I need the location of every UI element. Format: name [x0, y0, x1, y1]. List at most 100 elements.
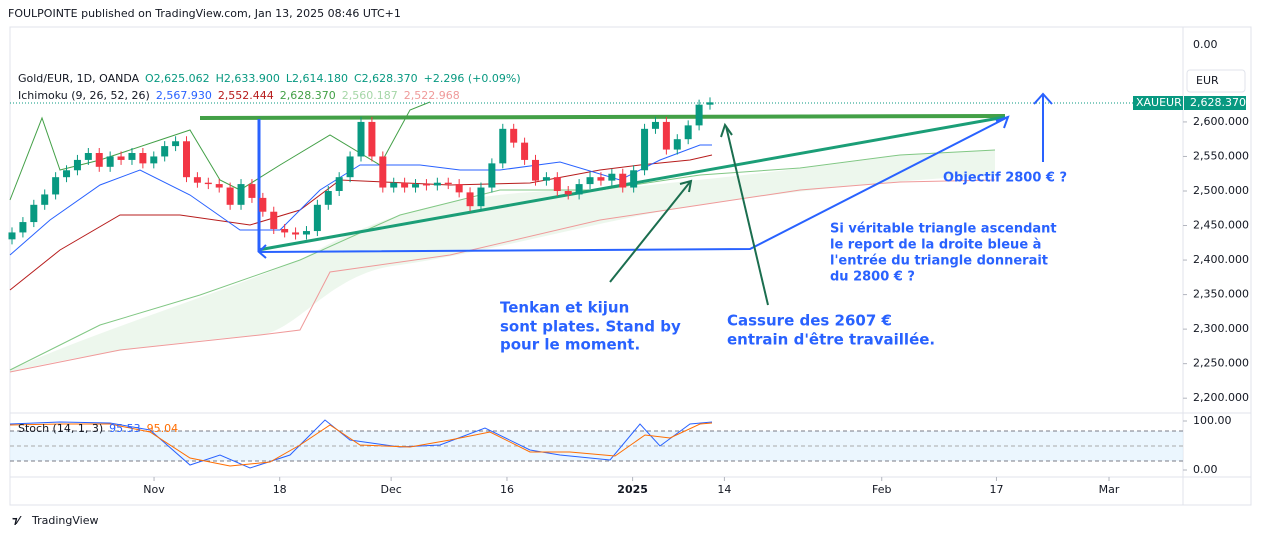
y-tick-label: 2,250.000	[1193, 357, 1249, 370]
candle	[183, 141, 190, 178]
value: 2,552.444	[218, 89, 274, 102]
candle	[564, 190, 572, 195]
candle	[379, 156, 387, 188]
x-tick-label: 18	[273, 483, 287, 496]
annotation: Objectif 2800 € ?	[943, 171, 1067, 186]
ichimoku-cloud	[10, 150, 995, 372]
candle	[630, 170, 638, 188]
annotation: du 2800 € ?	[830, 270, 915, 285]
candle	[161, 146, 169, 157]
candle	[139, 153, 147, 164]
candle	[401, 182, 409, 188]
x-tick-label: 17	[989, 483, 1003, 496]
indicator: Ichimoku (9, 26, 52, 26)	[18, 89, 150, 102]
candle	[684, 125, 692, 140]
candle	[412, 184, 420, 188]
y-tick-label: 2,200.000	[1193, 391, 1249, 404]
candle	[433, 182, 441, 186]
candle	[259, 197, 267, 212]
candle	[357, 121, 365, 157]
y-tick-label: 2,550.000	[1193, 149, 1249, 162]
candle	[619, 173, 627, 188]
x-tick-label: 16	[500, 483, 514, 496]
symbol-tag	[1133, 96, 1183, 110]
pointer	[725, 125, 769, 306]
x-tick-label: 14	[717, 483, 731, 496]
value: 95.04	[147, 422, 179, 435]
symbol-tag-text: XAUEUR	[1136, 96, 1182, 109]
candle	[346, 156, 354, 178]
candle	[499, 128, 507, 164]
y2-tick-label: 0.00	[1193, 463, 1218, 476]
symbol: Gold/EUR, 1D, OANDA O2,625.062 H2,633.900 L…	[18, 72, 521, 85]
candle	[215, 184, 223, 188]
candle	[84, 153, 92, 160]
x-tick-label: 2025	[617, 483, 648, 496]
x-tick-label: Mar	[1099, 483, 1120, 496]
candle	[553, 177, 561, 191]
candle	[52, 177, 60, 195]
value: 2,560.187	[342, 89, 398, 102]
projection	[258, 116, 1009, 253]
senkou-b	[9, 179, 996, 373]
y2-tick-label: 100.00	[1193, 414, 1232, 427]
stoch-band	[10, 431, 1183, 461]
senkou-a	[9, 149, 996, 371]
annotation: pour le moment.	[500, 336, 640, 354]
candle	[542, 177, 550, 181]
annotation: Cassure des 2607 €	[727, 312, 892, 330]
candle	[30, 204, 38, 223]
header: FOULPOINTE published on TradingView.com,…	[8, 7, 401, 20]
value: 95.53	[109, 422, 141, 435]
currency-box[interactable]	[1186, 69, 1246, 93]
candle	[117, 156, 125, 160]
candle	[706, 102, 714, 105]
y-tick-label: 2,350.000	[1193, 288, 1249, 301]
candle	[41, 194, 49, 205]
x-tick-label: Dec	[380, 483, 401, 496]
candle	[292, 232, 300, 235]
candle	[73, 159, 81, 171]
value: 2,628.370	[280, 89, 336, 102]
candle	[270, 211, 278, 229]
arrowhead	[720, 122, 733, 138]
x-tick-label: Feb	[872, 483, 891, 496]
candle	[95, 153, 103, 167]
candle	[226, 187, 234, 205]
y-tick-label: 2,500.000	[1193, 184, 1249, 197]
candle	[204, 182, 212, 185]
resistance-line	[199, 114, 1006, 120]
candle	[608, 173, 616, 181]
candle	[106, 156, 114, 167]
candle	[193, 177, 201, 183]
candle	[8, 232, 16, 240]
y-tick-label: 2,450.000	[1193, 219, 1249, 232]
candle	[510, 128, 518, 143]
candle	[172, 141, 180, 147]
ohlc: H2,633.900	[216, 72, 280, 85]
candle	[488, 163, 496, 188]
candle	[313, 204, 321, 232]
ohlc: L2,614.180	[286, 72, 348, 85]
arrowhead	[1033, 92, 1053, 105]
annotation: l'entrée du triangle donnerait	[830, 254, 1048, 269]
candle	[128, 153, 136, 160]
footer: TradingView	[31, 514, 98, 527]
candle	[597, 177, 605, 181]
ohlc: O2,625.062	[145, 72, 210, 85]
value: 2,567.930	[156, 89, 212, 102]
arrowhead	[995, 115, 1010, 129]
candle	[19, 222, 27, 233]
stoch-legend: Stoch (14, 1, 3) 95.53 95.04	[18, 422, 178, 435]
candle	[368, 121, 376, 157]
candle	[673, 139, 681, 150]
logo-mark: ⁊⁄	[12, 514, 23, 527]
candle	[237, 184, 245, 205]
candle	[477, 187, 485, 207]
ichimoku-legend: Ichimoku (9, 26, 52, 26) 2,567.930 2,552.4…	[18, 89, 460, 102]
currency: EUR	[1196, 74, 1219, 87]
candle	[532, 159, 539, 181]
annotation: le report de la droite bleue à	[830, 238, 1041, 253]
candle	[455, 184, 463, 193]
candle	[695, 104, 703, 126]
